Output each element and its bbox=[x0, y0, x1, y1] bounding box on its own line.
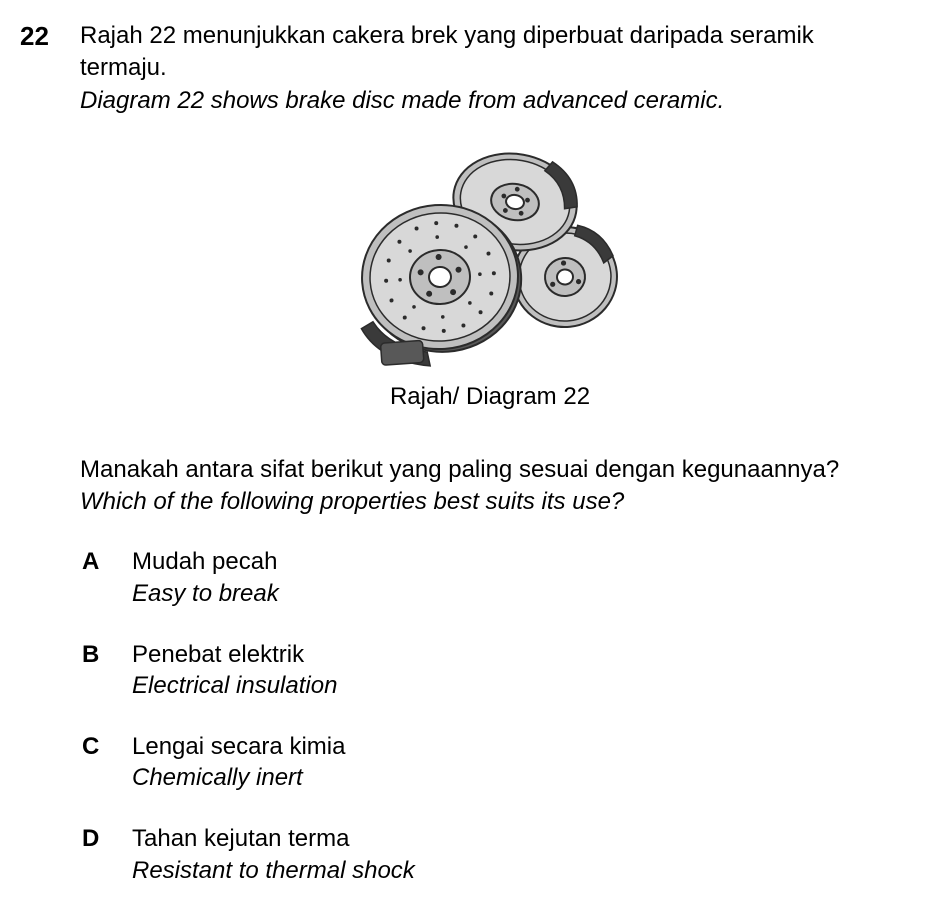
option-ms: Mudah pecah bbox=[132, 546, 279, 577]
option-c[interactable]: C Lengai secara kimia Chemically inert bbox=[82, 731, 900, 793]
option-letter: A bbox=[82, 546, 108, 577]
option-text: Tahan kejutan terma Resistant to thermal… bbox=[132, 823, 415, 885]
question-body: Rajah 22 menunjukkan cakera brek yang di… bbox=[80, 20, 900, 886]
prompt-ms: Manakah antara sifat berikut yang paling… bbox=[80, 454, 900, 486]
question-number: 22 bbox=[20, 20, 58, 53]
option-text: Lengai secara kimia Chemically inert bbox=[132, 731, 345, 793]
option-letter: D bbox=[82, 823, 108, 854]
figure-caption: Rajah/ Diagram 22 bbox=[80, 381, 900, 413]
option-ms: Tahan kejutan terma bbox=[132, 823, 415, 854]
option-b[interactable]: B Penebat elektrik Electrical insulation bbox=[82, 639, 900, 701]
exam-question-page: 22 Rajah 22 menunjukkan cakera brek yang… bbox=[0, 0, 928, 906]
option-text: Penebat elektrik Electrical insulation bbox=[132, 639, 337, 701]
prompt-en: Which of the following properties best s… bbox=[80, 486, 900, 518]
option-letter: C bbox=[82, 731, 108, 762]
question-row: 22 Rajah 22 menunjukkan cakera brek yang… bbox=[20, 20, 900, 886]
brake-discs-icon bbox=[340, 147, 640, 367]
option-en: Resistant to thermal shock bbox=[132, 855, 415, 886]
figure-wrapper bbox=[80, 147, 900, 367]
question-stem-ms: Rajah 22 menunjukkan cakera brek yang di… bbox=[80, 20, 900, 85]
option-ms: Lengai secara kimia bbox=[132, 731, 345, 762]
question-prompt: Manakah antara sifat berikut yang paling… bbox=[80, 454, 900, 519]
option-letter: B bbox=[82, 639, 108, 670]
option-en: Chemically inert bbox=[132, 762, 345, 793]
option-en: Easy to break bbox=[132, 578, 279, 609]
option-d[interactable]: D Tahan kejutan terma Resistant to therm… bbox=[82, 823, 900, 885]
question-stem-en: Diagram 22 shows brake disc made from ad… bbox=[80, 85, 900, 117]
option-text: Mudah pecah Easy to break bbox=[132, 546, 279, 608]
option-a[interactable]: A Mudah pecah Easy to break bbox=[82, 546, 900, 608]
option-ms: Penebat elektrik bbox=[132, 639, 337, 670]
option-en: Electrical insulation bbox=[132, 670, 337, 701]
options-list: A Mudah pecah Easy to break B Penebat el… bbox=[80, 546, 900, 886]
